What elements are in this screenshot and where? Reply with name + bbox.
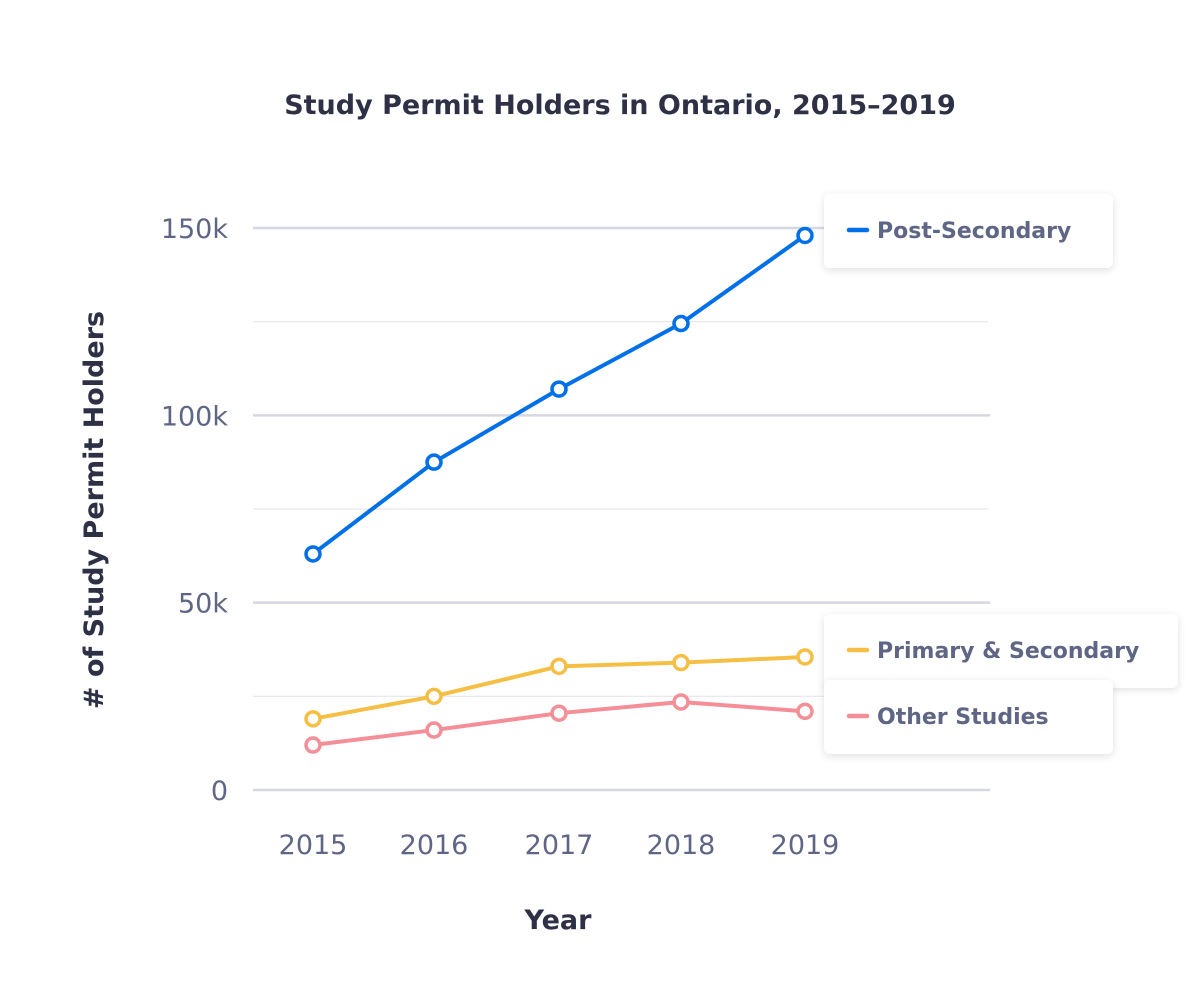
legend-label: Post-Secondary — [877, 219, 1071, 244]
y-tick-label: 50k — [178, 589, 228, 620]
data-point — [796, 648, 814, 666]
legend-label: Primary & Secondary — [877, 639, 1139, 664]
data-point — [796, 702, 814, 721]
data-point — [672, 693, 690, 711]
legend-box — [824, 194, 1113, 268]
legend-label: Other Studies — [877, 705, 1049, 730]
y-tick-label: 0 — [211, 776, 228, 807]
data-point — [672, 314, 690, 333]
data-point — [425, 687, 443, 706]
y-tick-label: 100k — [161, 401, 229, 432]
data-point — [550, 380, 568, 398]
legend-box — [824, 614, 1178, 688]
x-tick-label: 2019 — [771, 830, 840, 861]
x-tick-label: 2016 — [400, 830, 469, 861]
x-tick-label: 2018 — [647, 830, 716, 861]
data-point — [304, 710, 322, 728]
data-point — [672, 653, 690, 672]
legend-item: Other Studies — [824, 680, 1113, 754]
data-point — [796, 226, 814, 245]
data-point — [425, 721, 443, 739]
data-point — [304, 545, 322, 563]
y-tick-label: 150k — [161, 214, 229, 245]
legend-item: Post-Secondary — [824, 194, 1113, 268]
legend-box — [824, 680, 1113, 754]
x-axis-label: Year — [524, 905, 593, 936]
x-tick-label: 2015 — [279, 830, 348, 861]
x-tick-label: 2017 — [525, 830, 594, 861]
y-axis-label: # of Study Permit Holders — [79, 311, 110, 709]
data-point — [304, 736, 322, 754]
data-point — [550, 704, 568, 722]
chart-title: Study Permit Holders in Ontario, 2015–20… — [284, 90, 956, 121]
legend-item: Primary & Secondary — [824, 614, 1178, 688]
data-point — [425, 453, 443, 471]
data-point — [550, 657, 568, 676]
